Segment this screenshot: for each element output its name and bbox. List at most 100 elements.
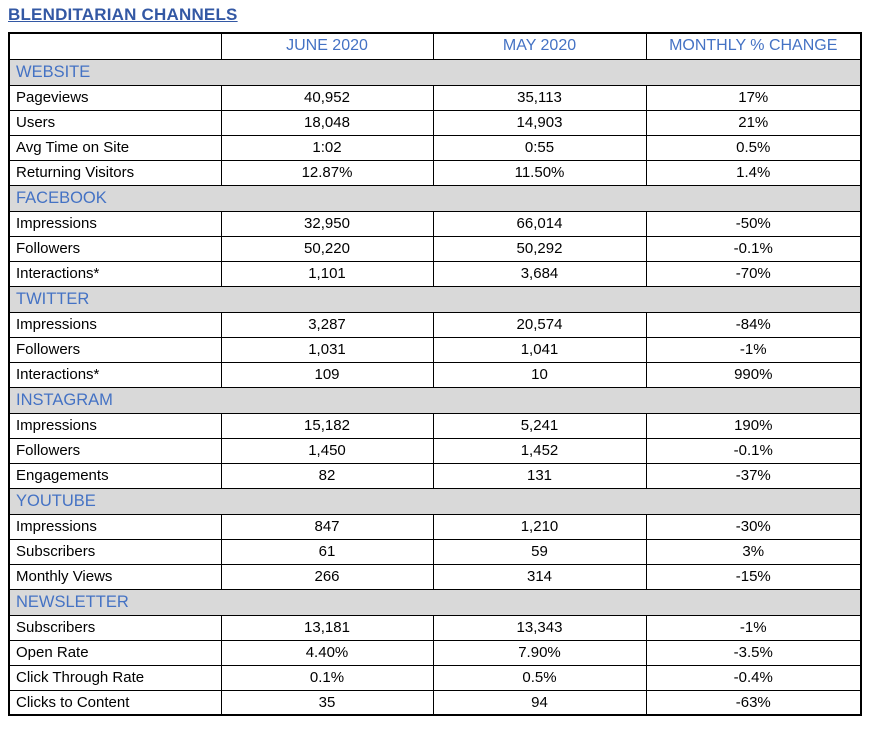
may-value: 13,343: [432, 614, 647, 641]
metric-label: Impressions: [8, 311, 222, 338]
may-value: 1,452: [432, 437, 647, 464]
change-value: 3%: [645, 538, 862, 565]
metric-label: Impressions: [8, 513, 222, 540]
metric-label: Followers: [8, 336, 222, 363]
table-row: Impressions 32,950 66,014 -50%: [8, 210, 862, 237]
change-value: 190%: [645, 412, 862, 439]
table-row: Followers 1,450 1,452 -0.1%: [8, 437, 862, 464]
may-value: 35,113: [432, 84, 647, 111]
june-value: 847: [220, 513, 434, 540]
table-row: Interactions* 109 10 990%: [8, 361, 862, 388]
change-value: -15%: [645, 563, 862, 590]
table-row: Users 18,048 14,903 21%: [8, 109, 862, 136]
section-header-newsletter: NEWSLETTER: [8, 588, 862, 616]
may-value: 7.90%: [432, 639, 647, 666]
table-row: Click Through Rate 0.1% 0.5% -0.4%: [8, 664, 862, 691]
column-header-monthly-percent-change: MONTHLY % CHANGE: [645, 32, 862, 60]
change-value: -63%: [645, 689, 862, 716]
metric-label: Avg Time on Site: [8, 134, 222, 161]
june-value: 1,031: [220, 336, 434, 363]
may-value: 94: [432, 689, 647, 716]
change-value: 0.5%: [645, 134, 862, 161]
metric-label: Click Through Rate: [8, 664, 222, 691]
table-row: Monthly Views 266 314 -15%: [8, 563, 862, 590]
section-row-facebook: FACEBOOK: [8, 184, 862, 212]
june-value: 82: [220, 462, 434, 489]
metric-label: Followers: [8, 437, 222, 464]
may-value: 59: [432, 538, 647, 565]
may-value: 314: [432, 563, 647, 590]
table-row: Engagements 82 131 -37%: [8, 462, 862, 489]
metric-label: Subscribers: [8, 614, 222, 641]
page-title: BLENDITARIAN CHANNELS: [8, 5, 238, 24]
june-value: 61: [220, 538, 434, 565]
may-value: 66,014: [432, 210, 647, 237]
metric-label: Users: [8, 109, 222, 136]
report-page: BLENDITARIAN CHANNELS JUNE 2020 MAY 2020…: [8, 5, 862, 716]
table-row: Impressions 15,182 5,241 190%: [8, 412, 862, 439]
change-value: -3.5%: [645, 639, 862, 666]
change-value: 21%: [645, 109, 862, 136]
table-row: Subscribers 61 59 3%: [8, 538, 862, 565]
change-value: 1.4%: [645, 159, 862, 186]
table-row: Returning Visitors 12.87% 11.50% 1.4%: [8, 159, 862, 186]
change-value: 17%: [645, 84, 862, 111]
table-row: Subscribers 13,181 13,343 -1%: [8, 614, 862, 641]
table-row: Interactions* 1,101 3,684 -70%: [8, 260, 862, 287]
table-row: Followers 1,031 1,041 -1%: [8, 336, 862, 363]
section-row-youtube: YOUTUBE: [8, 487, 862, 515]
section-header-twitter: TWITTER: [8, 285, 862, 313]
metric-label: Returning Visitors: [8, 159, 222, 186]
change-value: -1%: [645, 614, 862, 641]
june-value: 18,048: [220, 109, 434, 136]
may-value: 5,241: [432, 412, 647, 439]
column-header-may-2020: MAY 2020: [432, 32, 647, 60]
change-value: -0.4%: [645, 664, 862, 691]
section-row-website: WEBSITE: [8, 58, 862, 86]
may-value: 0:55: [432, 134, 647, 161]
may-value: 50,292: [432, 235, 647, 262]
change-value: -0.1%: [645, 235, 862, 262]
june-value: 0.1%: [220, 664, 434, 691]
column-header-june-2020: JUNE 2020: [220, 32, 434, 60]
metric-label: Interactions*: [8, 260, 222, 287]
section-row-instagram: INSTAGRAM: [8, 386, 862, 414]
metric-label: Pageviews: [8, 84, 222, 111]
may-value: 1,041: [432, 336, 647, 363]
metric-label: Followers: [8, 235, 222, 262]
metric-label: Monthly Views: [8, 563, 222, 590]
table-row: Avg Time on Site 1:02 0:55 0.5%: [8, 134, 862, 161]
column-header-row: JUNE 2020 MAY 2020 MONTHLY % CHANGE: [8, 32, 862, 60]
may-value: 14,903: [432, 109, 647, 136]
change-value: -1%: [645, 336, 862, 363]
change-value: -30%: [645, 513, 862, 540]
june-value: 3,287: [220, 311, 434, 338]
section-header-youtube: YOUTUBE: [8, 487, 862, 515]
june-value: 1:02: [220, 134, 434, 161]
change-value: -37%: [645, 462, 862, 489]
june-value: 15,182: [220, 412, 434, 439]
table-row: Open Rate 4.40% 7.90% -3.5%: [8, 639, 862, 666]
section-row-newsletter: NEWSLETTER: [8, 588, 862, 616]
june-value: 32,950: [220, 210, 434, 237]
change-value: 990%: [645, 361, 862, 388]
metric-label: Interactions*: [8, 361, 222, 388]
metric-label: Engagements: [8, 462, 222, 489]
may-value: 10: [432, 361, 647, 388]
june-value: 35: [220, 689, 434, 716]
table-row: Impressions 3,287 20,574 -84%: [8, 311, 862, 338]
section-header-instagram: INSTAGRAM: [8, 386, 862, 414]
june-value: 13,181: [220, 614, 434, 641]
june-value: 12.87%: [220, 159, 434, 186]
may-value: 131: [432, 462, 647, 489]
change-value: -84%: [645, 311, 862, 338]
june-value: 1,450: [220, 437, 434, 464]
june-value: 266: [220, 563, 434, 590]
table-row: Followers 50,220 50,292 -0.1%: [8, 235, 862, 262]
metric-label: Impressions: [8, 412, 222, 439]
table-row: Impressions 847 1,210 -30%: [8, 513, 862, 540]
change-value: -0.1%: [645, 437, 862, 464]
section-header-facebook: FACEBOOK: [8, 184, 862, 212]
june-value: 109: [220, 361, 434, 388]
table-row: Clicks to Content 35 94 -63%: [8, 689, 862, 716]
